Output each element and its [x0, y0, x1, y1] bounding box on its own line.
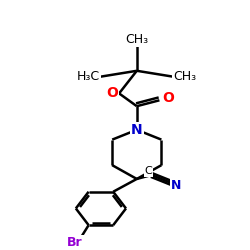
Text: C: C	[145, 166, 152, 176]
Text: O: O	[162, 91, 174, 105]
Text: Br: Br	[67, 236, 83, 249]
Text: CH₃: CH₃	[174, 70, 197, 83]
Text: N: N	[131, 123, 142, 137]
Text: H₃C: H₃C	[77, 70, 100, 83]
Text: N: N	[171, 179, 181, 192]
Text: O: O	[106, 86, 118, 101]
Text: CH₃: CH₃	[125, 33, 148, 46]
